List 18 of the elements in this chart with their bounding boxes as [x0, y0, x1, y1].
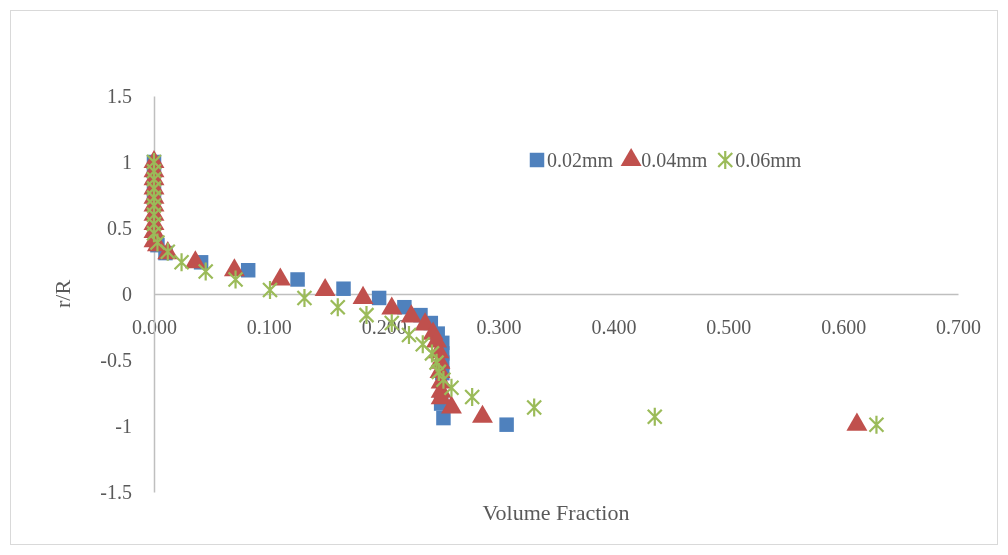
y-tick-label: -1	[115, 414, 132, 437]
legend-label: 0.02mm	[547, 149, 614, 171]
x-tick-label: 0.400	[591, 316, 637, 339]
legend-label: 0.06mm	[735, 149, 802, 171]
y-tick-label: -1.5	[100, 480, 132, 503]
legend-label: 0.04mm	[641, 149, 708, 171]
x-axis-title: Volume Fraction	[482, 500, 630, 525]
x-tick-label: 0.600	[821, 316, 867, 339]
y-tick-label: 0.5	[107, 216, 132, 239]
x-tick-label: 0.100	[246, 316, 292, 339]
y-tick-label: 1.5	[107, 84, 132, 107]
x-tick-label: 0.500	[706, 316, 752, 339]
y-tick-label: 0	[122, 282, 132, 305]
x-tick-label: 0.700	[936, 316, 981, 339]
y-tick-label: -0.5	[100, 348, 132, 371]
y-tick-label: 1	[122, 150, 132, 173]
y-axis-title: r/R	[50, 279, 75, 309]
x-tick-label: 0.300	[476, 316, 522, 339]
